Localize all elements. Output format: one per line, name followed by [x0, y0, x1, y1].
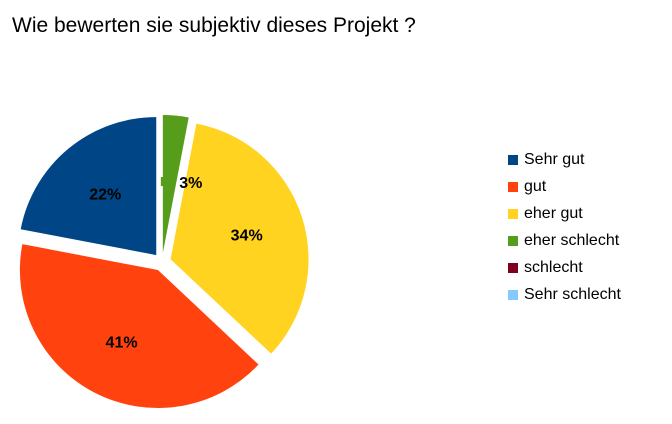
legend-swatch: [508, 154, 518, 165]
legend-swatch: [508, 181, 518, 192]
legend-label: gut: [524, 177, 547, 195]
legend-item-sehr-gut: Sehr gut: [508, 146, 621, 173]
legend-swatch: [508, 235, 518, 246]
legend-label: eher schlecht: [524, 231, 620, 249]
pie-value-label-gut: 41%: [106, 334, 138, 351]
pie-value-label-eher-gut: 34%: [231, 227, 263, 244]
legend-item-gut: gut: [508, 173, 621, 200]
legend-label: eher gut: [524, 204, 583, 222]
pie-slice-eher-gut: [170, 123, 309, 354]
legend-item-sehr-schlecht: Sehr schlecht: [508, 281, 621, 308]
legend-item-eher-gut: eher gut: [508, 200, 621, 227]
chart-legend: Sehr gut gut eher gut eher schlecht schlecht…: [508, 146, 621, 308]
pie-slices: [19, 115, 309, 409]
pie-label-marker-eher-schlecht: [160, 177, 170, 187]
chart-title: Wie bewerten sie subjektiv dieses Projek…: [12, 14, 416, 37]
legend-swatch: [508, 289, 518, 300]
legend-label: schlecht: [524, 258, 583, 276]
pie-slice-gut: [19, 244, 259, 409]
pie-slice-sehr-gut: [20, 117, 157, 256]
legend-item-eher-schlecht: eher schlecht: [508, 227, 621, 254]
pie-labels: 3% 34% 41% 22%: [89, 175, 262, 351]
pie-value-label-sehr-gut: 22%: [89, 186, 121, 203]
legend-item-schlecht: schlecht: [508, 254, 621, 281]
pie-value-label-eher-schlecht: 3%: [179, 175, 202, 192]
legend-swatch: [508, 262, 518, 273]
legend-label: Sehr gut: [524, 150, 585, 168]
legend-label: Sehr schlecht: [524, 285, 621, 303]
pie-slice-eher-schlecht: [162, 115, 189, 254]
legend-swatch: [508, 208, 518, 219]
